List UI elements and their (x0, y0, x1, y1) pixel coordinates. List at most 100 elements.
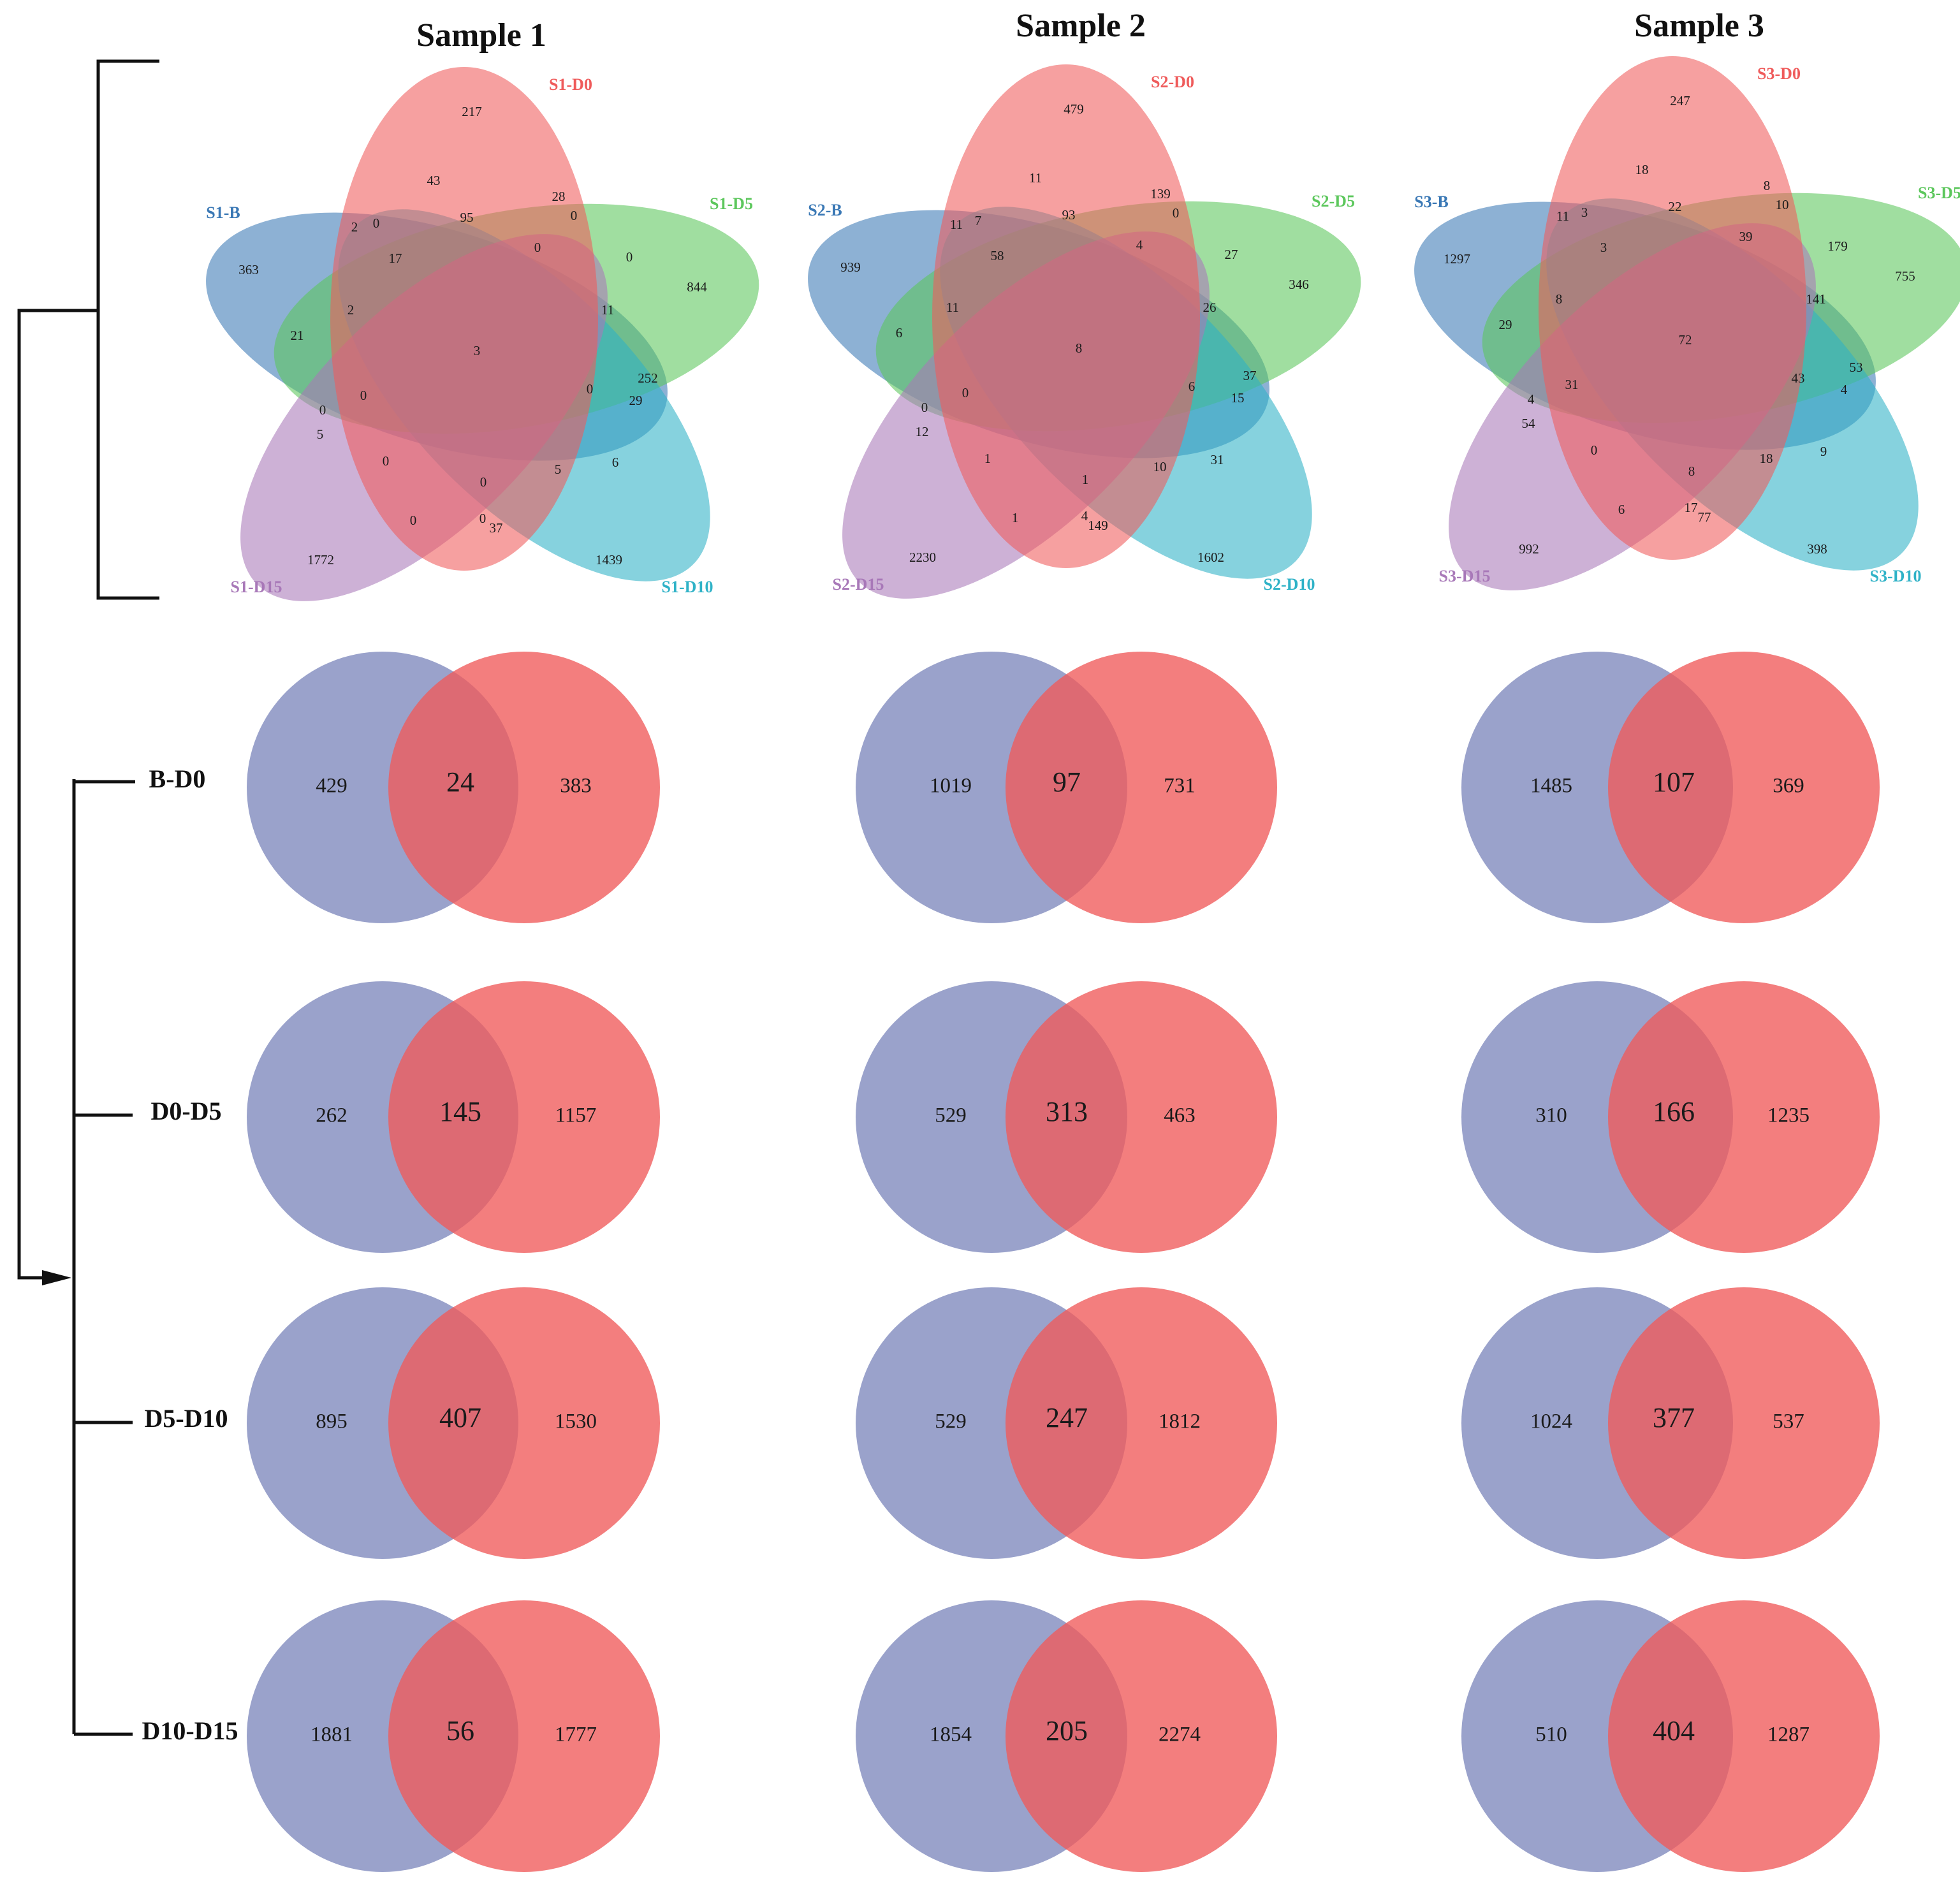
two-set-venn: 510 404 1287 (1461, 1600, 1880, 1872)
shared-count: 313 (1046, 1096, 1088, 1127)
set-label-d5: S2-D5 (1312, 192, 1355, 210)
two-set-venn: 1024 377 537 (1461, 1287, 1880, 1559)
shared-count: 24 (446, 766, 474, 798)
venn-circle-right (1608, 1600, 1880, 1872)
shared-count: 404 (1653, 1715, 1695, 1746)
set-label-d0: S1-D0 (549, 75, 592, 94)
venn-circle-right (1608, 652, 1880, 923)
region-count: 755 (1895, 268, 1915, 284)
region-count: 29 (629, 393, 643, 408)
right-count: 1287 (1767, 1723, 1810, 1746)
set-label-d0: S3-D0 (1757, 64, 1801, 83)
venn-ellipse-red (330, 67, 598, 571)
left-count: 1485 (1530, 775, 1572, 798)
region-count: 0 (587, 381, 594, 397)
region-count: 3 (1600, 240, 1607, 255)
region-count: 0 (383, 453, 390, 469)
venn-circle-right (1006, 1600, 1277, 1872)
shared-count: 97 (1053, 766, 1081, 798)
right-count: 1812 (1159, 1410, 1201, 1433)
region-count: 11 (601, 302, 614, 318)
right-count: 537 (1773, 1410, 1804, 1433)
two-set-venn: 1881 56 1777 (247, 1600, 660, 1872)
region-count: 363 (238, 262, 259, 277)
region-count: 4 (1081, 508, 1088, 523)
region-count: 1297 (1444, 251, 1470, 267)
set-label-d15: S1-D15 (231, 578, 282, 596)
region-count: 0 (962, 385, 969, 400)
region-count: 28 (552, 189, 566, 204)
region-count: 5 (317, 427, 324, 442)
set-label-b: S2-B (808, 201, 842, 219)
set-label-d10: S1-D10 (662, 578, 713, 596)
venn-circle-right (388, 1287, 660, 1559)
region-count: 0 (571, 208, 578, 223)
region-count: 479 (1064, 101, 1084, 117)
set-label-b: S1-B (206, 203, 240, 222)
region-count: 10 (1776, 197, 1789, 212)
set-label-d5: S1-D5 (710, 194, 753, 213)
region-count: 8 (1556, 291, 1563, 307)
sample-title: Sample 2 (1016, 8, 1146, 44)
venn-circle-right (1608, 981, 1880, 1253)
region-count: 11 (950, 217, 963, 232)
venn-ellipse-red (932, 64, 1200, 568)
two-set-venn: 529 313 463 (856, 981, 1277, 1253)
two-set-venn: 1854 205 2274 (856, 1600, 1277, 1872)
region-count: 1772 (307, 552, 334, 567)
region-count: 139 (1150, 186, 1171, 201)
region-count: 72 (1679, 332, 1692, 347)
right-count: 2274 (1159, 1723, 1201, 1746)
region-count: 5 (555, 462, 562, 477)
set-label-d15: S2-D15 (833, 575, 884, 594)
region-count: 346 (1289, 277, 1309, 292)
region-count: 2 (351, 219, 358, 235)
set-label-d10: S2-D10 (1264, 575, 1315, 594)
region-count: 1602 (1197, 550, 1224, 565)
right-count: 463 (1164, 1104, 1196, 1127)
region-count: 1439 (596, 552, 622, 567)
region-count: 18 (1635, 162, 1649, 177)
region-count: 43 (1792, 370, 1805, 386)
region-count: 149 (1088, 518, 1108, 533)
sample-title: Sample 3 (1634, 8, 1764, 44)
region-count: 54 (1522, 416, 1536, 431)
two-set-venn: 529 247 1812 (856, 1287, 1277, 1559)
region-count: 26 (1203, 300, 1217, 315)
region-count: 2 (347, 302, 355, 318)
region-count: 15 (1231, 390, 1245, 406)
region-count: 37 (1243, 368, 1257, 383)
region-count: 53 (1850, 360, 1863, 375)
region-count: 31 (1211, 452, 1224, 467)
shared-count: 205 (1046, 1715, 1088, 1746)
region-count: 1 (984, 451, 991, 466)
venn-circle-right (1006, 652, 1277, 923)
region-count: 17 (1685, 500, 1698, 515)
two-set-venn: 262 145 1157 (247, 981, 660, 1253)
right-count: 1235 (1767, 1104, 1810, 1127)
venn-ellipse-red (1539, 56, 1806, 560)
set-label-d0: S2-D0 (1151, 73, 1194, 91)
shared-count: 107 (1653, 766, 1695, 798)
region-count: 4 (1528, 391, 1535, 407)
region-count: 844 (687, 279, 707, 295)
region-count: 9 (1820, 444, 1827, 459)
two-set-venn: 895 407 1530 (247, 1287, 660, 1559)
row-label: D10-D15 (142, 1716, 238, 1745)
set-label-d5: S3-D5 (1918, 184, 1960, 202)
region-count: 18 (1760, 451, 1773, 466)
left-count: 895 (316, 1410, 347, 1433)
region-count: 6 (612, 455, 619, 470)
region-count: 43 (427, 173, 441, 188)
right-count: 369 (1773, 775, 1804, 798)
left-count: 262 (316, 1104, 347, 1127)
venn-circle-right (388, 1600, 660, 1872)
region-count: 0 (1173, 205, 1180, 221)
region-count: 0 (319, 402, 326, 418)
region-count: 0 (410, 513, 417, 528)
region-count: 7 (975, 213, 982, 228)
venn-circle-right (388, 981, 660, 1253)
